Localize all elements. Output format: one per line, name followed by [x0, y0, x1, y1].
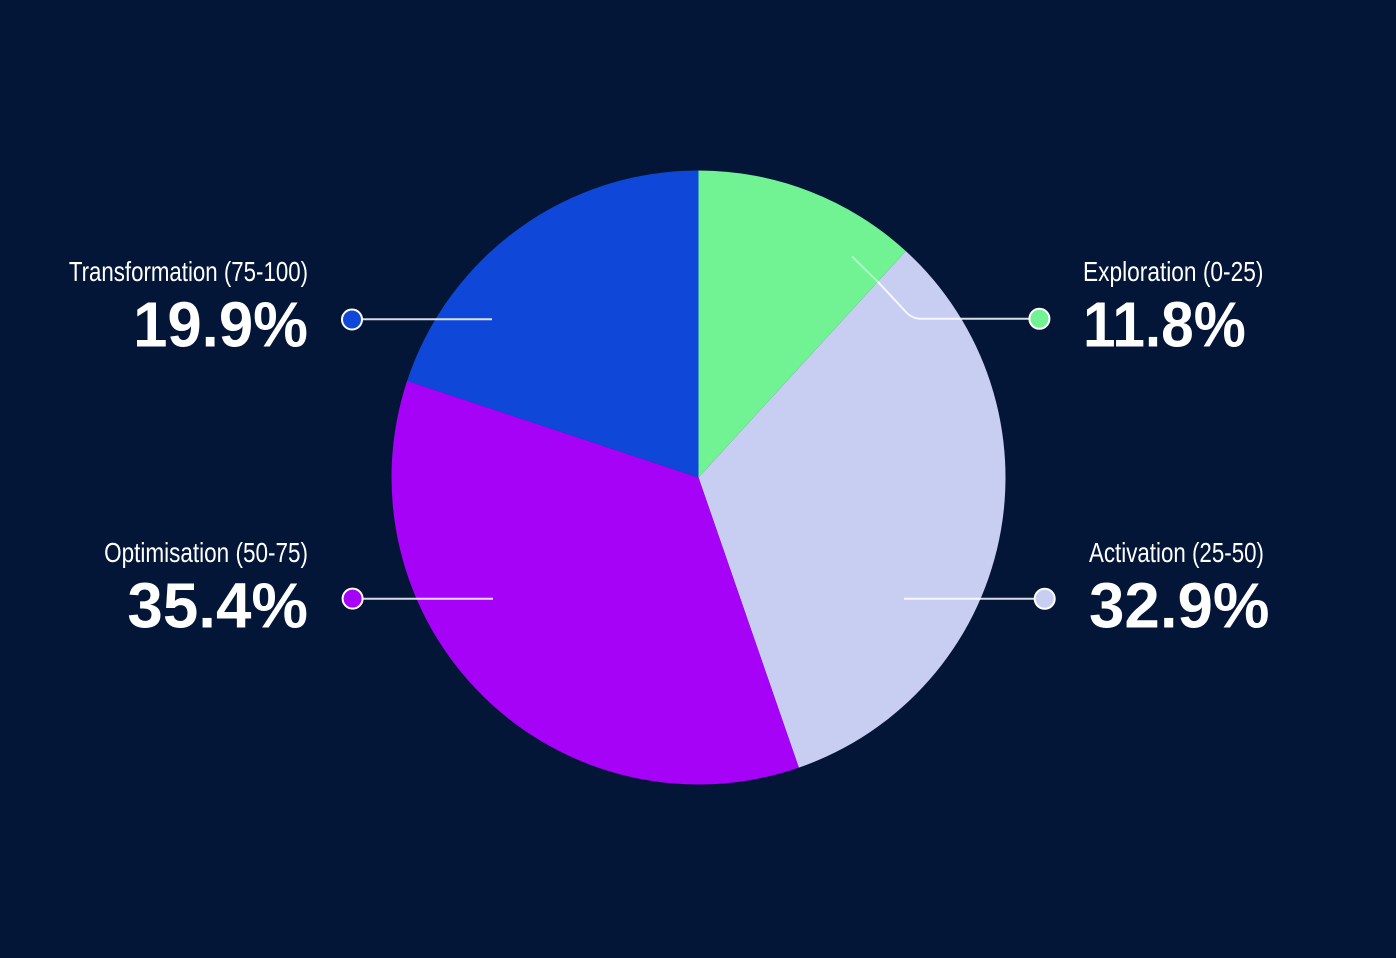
svg-text:Activation (25-50): Activation (25-50)	[1089, 538, 1264, 569]
svg-text:Exploration (0-25): Exploration (0-25)	[1083, 257, 1263, 288]
svg-text:35.4%: 35.4%	[127, 569, 308, 641]
svg-text:Transformation (75-100): Transformation (75-100)	[69, 257, 308, 288]
svg-text:Optimisation (50-75): Optimisation (50-75)	[104, 538, 308, 569]
svg-text:11.8%: 11.8%	[1083, 289, 1246, 361]
svg-text:19.9%: 19.9%	[133, 290, 308, 361]
svg-text:32.9%: 32.9%	[1089, 569, 1270, 641]
